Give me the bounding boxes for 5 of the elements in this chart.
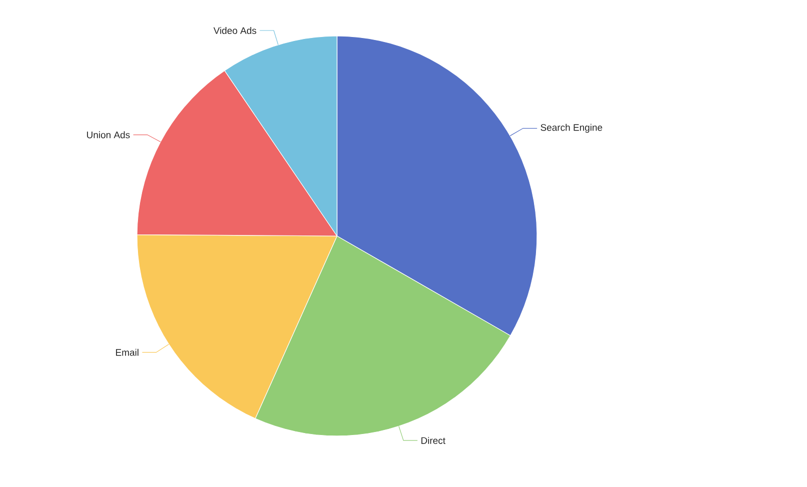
- slice-label: Union Ads: [87, 131, 130, 138]
- slice-label: Email: [116, 348, 138, 356]
- slice-label: Video Ads: [214, 27, 256, 34]
- slice-label: Search Engine: [540, 124, 602, 133]
- slice-label: Direct: [421, 436, 446, 444]
